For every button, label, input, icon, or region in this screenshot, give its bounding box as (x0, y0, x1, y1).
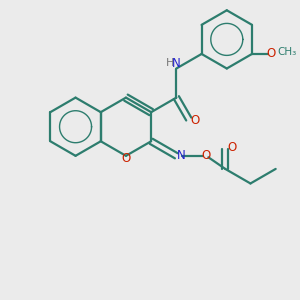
Text: O: O (267, 47, 276, 60)
Text: N: N (177, 149, 186, 162)
Text: O: O (121, 152, 130, 165)
Text: N: N (172, 57, 181, 70)
Text: O: O (190, 114, 200, 127)
Text: CH₃: CH₃ (277, 47, 296, 58)
Text: H: H (166, 58, 174, 68)
Text: O: O (227, 141, 236, 154)
Text: O: O (201, 149, 211, 162)
